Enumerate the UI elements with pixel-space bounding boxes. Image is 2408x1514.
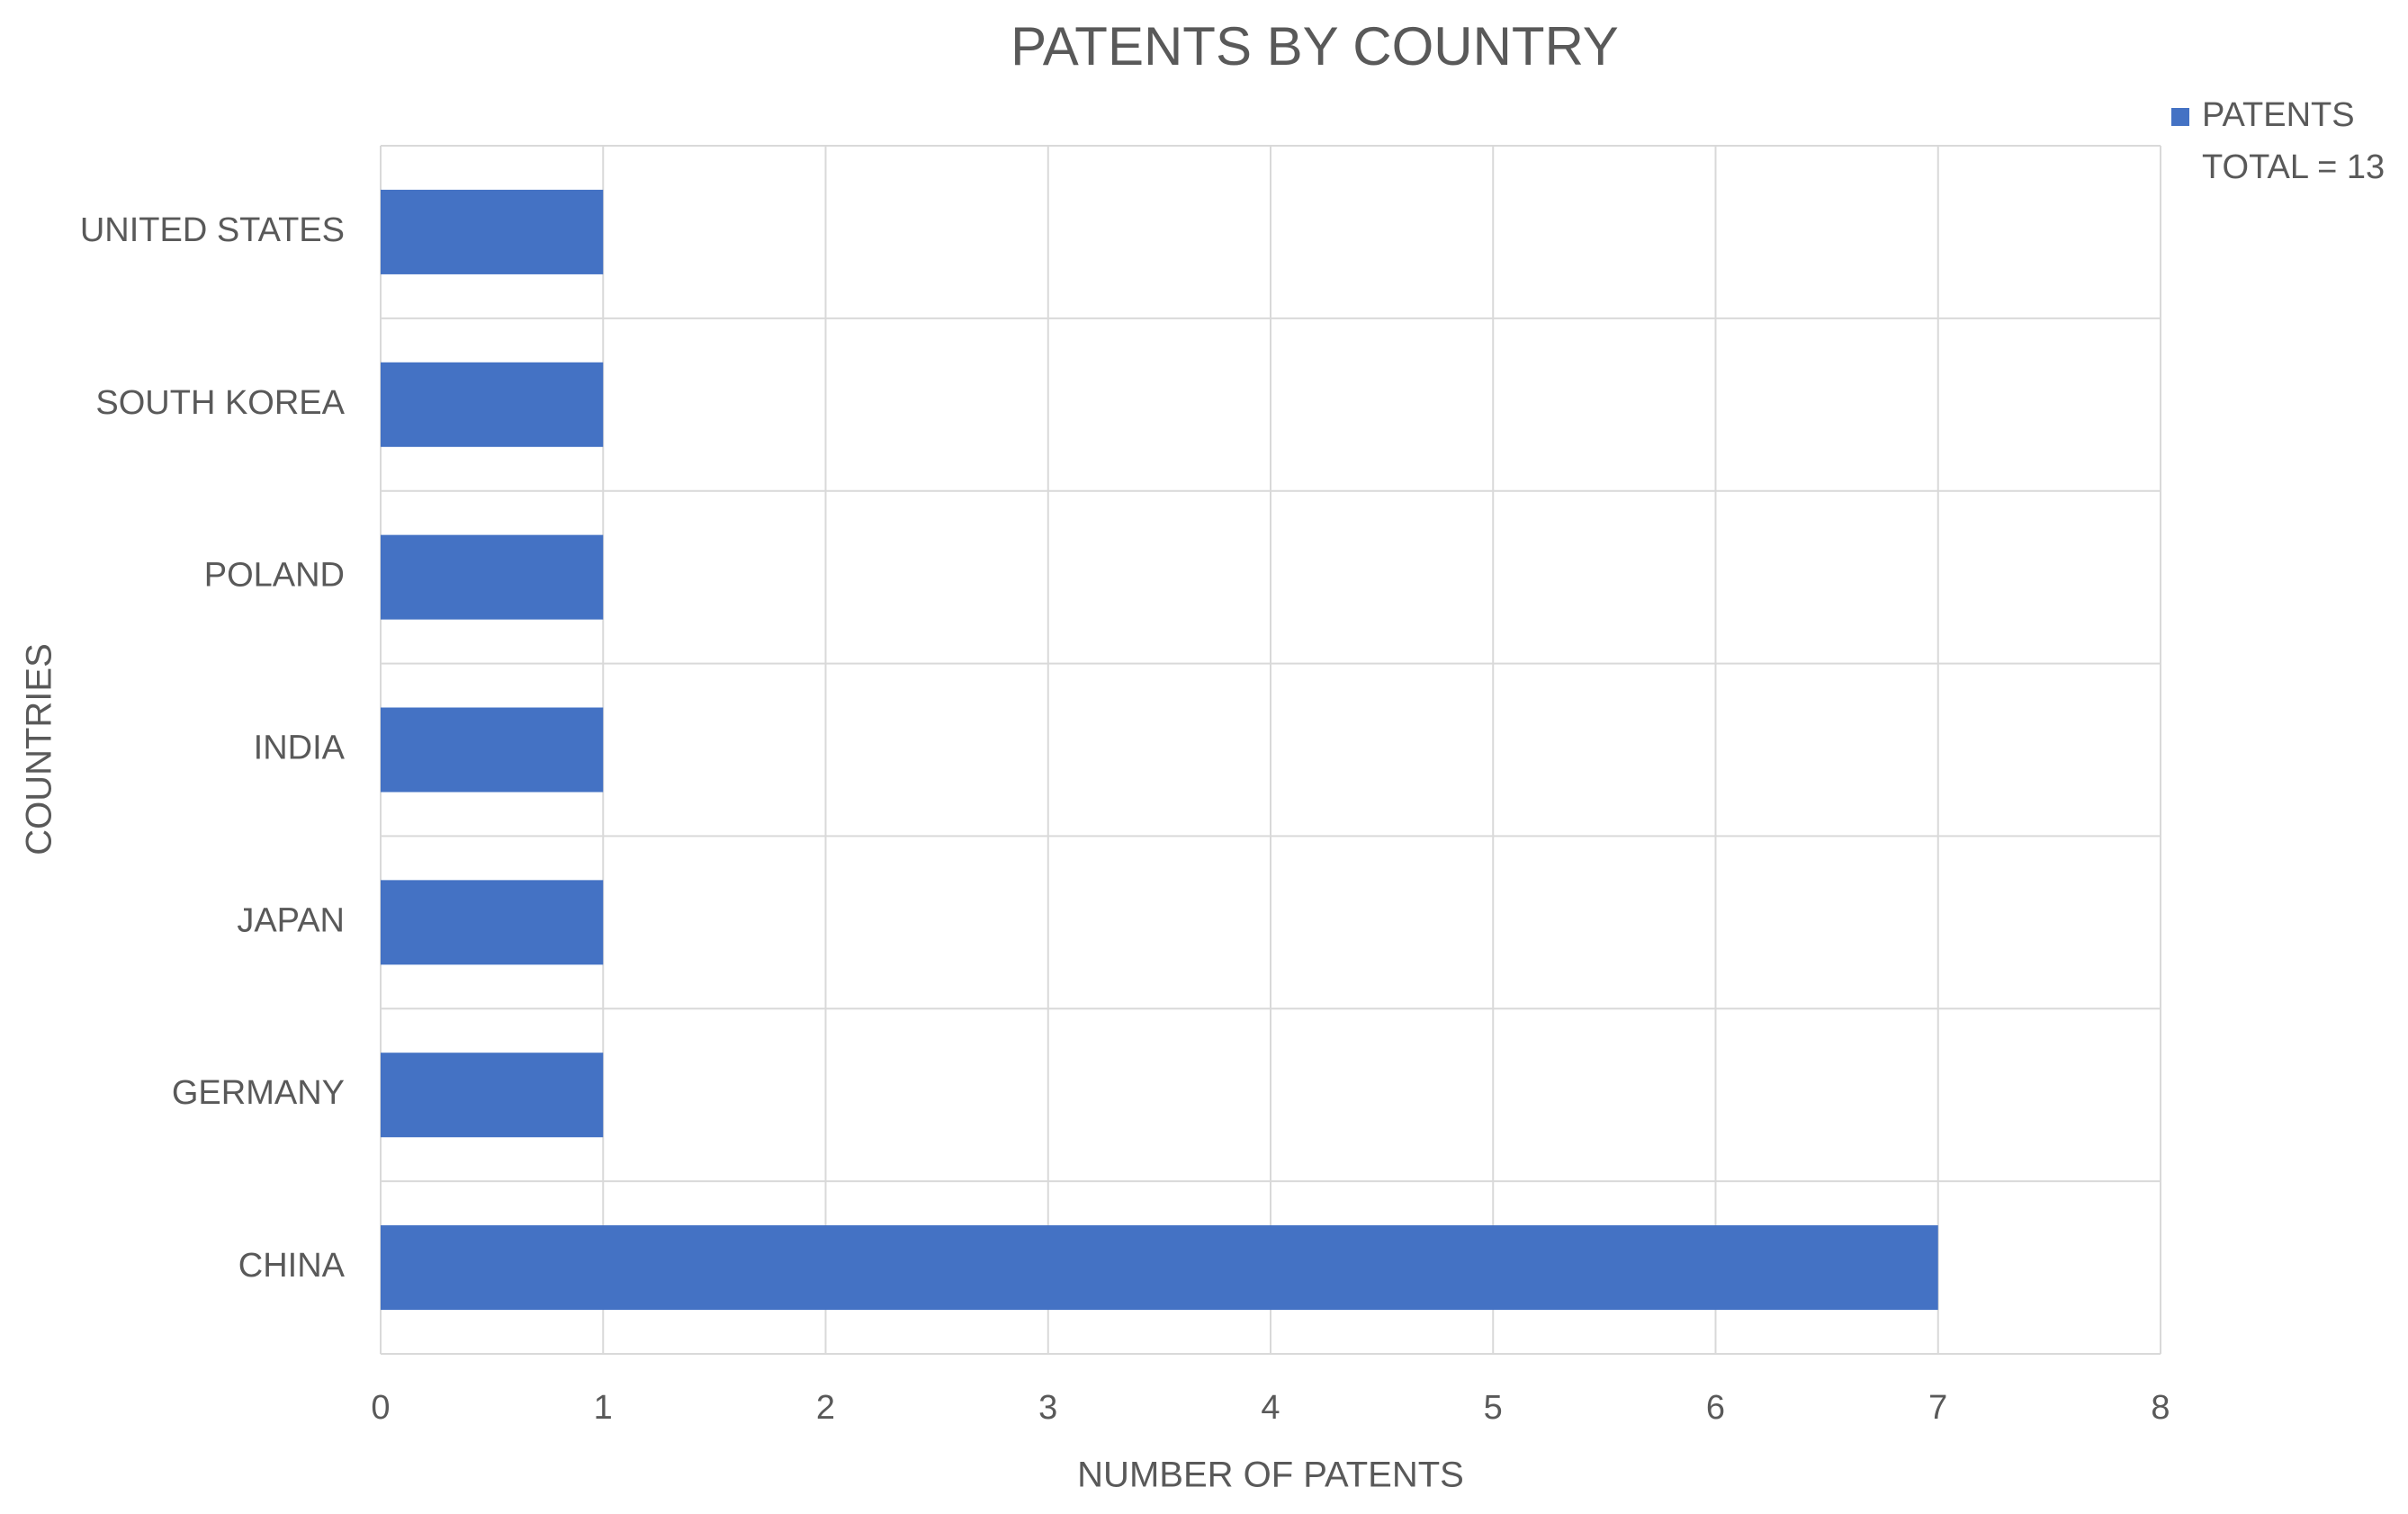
bar [381, 189, 604, 274]
bar [381, 707, 604, 793]
x-tick-label: 4 [1261, 1389, 1280, 1427]
x-tick-label: 3 [1038, 1389, 1057, 1427]
legend-swatch [2171, 108, 2189, 126]
legend-annotation: TOTAL = 13 [2202, 148, 2385, 186]
y-tick-label: JAPAN [237, 901, 345, 939]
y-tick-label: CHINA [238, 1247, 346, 1285]
x-tick-label: 6 [1706, 1389, 1725, 1427]
x-axis-title: NUMBER OF PATENTS [1077, 1456, 1464, 1495]
bar [381, 1053, 604, 1138]
y-tick-label: POLAND [204, 557, 345, 595]
bar [381, 362, 604, 447]
bar [381, 1225, 1938, 1311]
bar [381, 880, 604, 965]
y-axis-title: COUNTRIES [20, 643, 59, 856]
x-tick-label: 0 [371, 1389, 390, 1427]
x-tick-label: 7 [1928, 1389, 1947, 1427]
x-tick-label: 8 [2151, 1389, 2170, 1427]
legend-label: PATENTS [2202, 96, 2355, 134]
x-tick-label: 2 [816, 1389, 835, 1427]
x-tick-label: 5 [1484, 1389, 1503, 1427]
bar [381, 534, 604, 620]
chart-title: PATENTS BY COUNTRY [1011, 16, 1619, 76]
y-tick-label: UNITED STATES [80, 211, 345, 249]
y-tick-label: INDIA [254, 730, 346, 767]
y-tick-label: SOUTH KOREA [95, 384, 345, 422]
y-tick-label: GERMANY [172, 1074, 345, 1112]
x-tick-label: 1 [594, 1389, 613, 1427]
